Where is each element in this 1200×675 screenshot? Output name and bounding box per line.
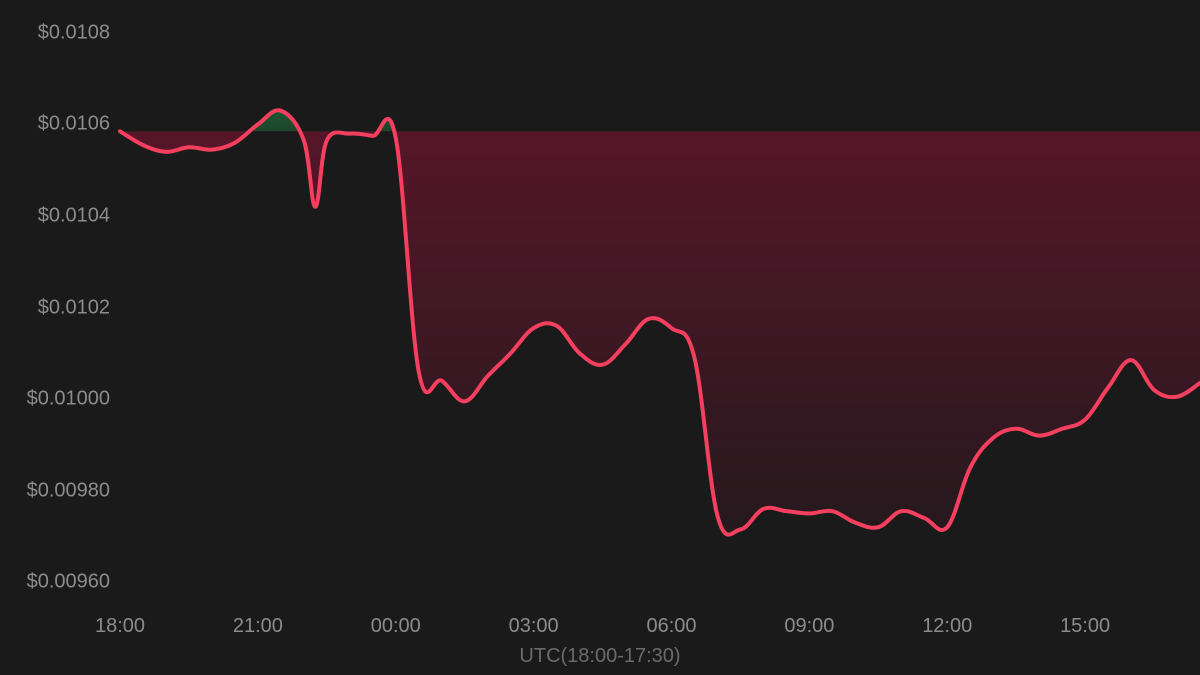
y-axis-tick-label: $0.0104	[38, 204, 110, 227]
x-axis-tick-label: 15:00	[1060, 615, 1110, 638]
area-below-baseline	[120, 110, 1200, 534]
x-axis-tick-label: 21:00	[233, 615, 283, 638]
price-chart: $0.0108 $0.0106 $0.0104 $0.0102 $0.01000 $0.0…	[0, 0, 1200, 675]
x-axis-tick-label: 03:00	[509, 615, 559, 638]
y-axis-tick-label: $0.0106	[38, 113, 110, 136]
x-axis-tick-label: 09:00	[784, 615, 834, 638]
x-axis-tick-label: 12:00	[922, 615, 972, 638]
y-axis-tick-label: $0.0102	[38, 296, 110, 319]
y-axis-tick-label: $0.00960	[27, 571, 110, 594]
y-axis-tick-label: $0.0108	[38, 21, 110, 44]
y-axis-tick-label: $0.00980	[27, 479, 110, 502]
y-axis-tick-label: $0.01000	[27, 388, 110, 411]
x-axis-tick-label: 18:00	[95, 615, 145, 638]
x-axis-tick-label: 06:00	[646, 615, 696, 638]
x-axis-tick-label: 00:00	[371, 615, 421, 638]
x-axis-caption: UTC(18:00-17:30)	[519, 645, 680, 668]
chart-svg	[0, 0, 1200, 675]
